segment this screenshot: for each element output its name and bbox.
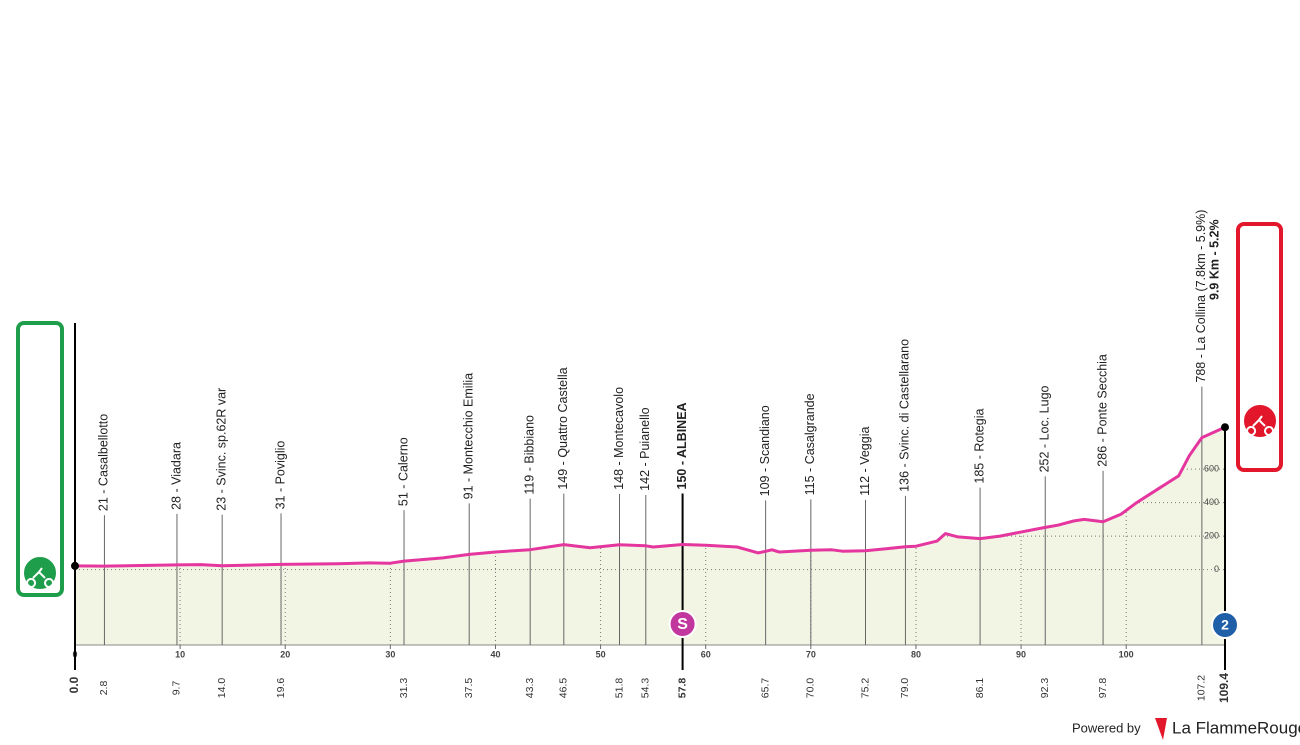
waypoint-label: 23 - Svinc. sp.62R var (214, 388, 228, 511)
waypoint-label: 252 - Loc. Lugo (1038, 385, 1052, 472)
x-tick-label: 40 (490, 649, 500, 659)
x-tick-label: 90 (1016, 649, 1026, 659)
start-point (71, 561, 79, 570)
x-tick-label: 60 (701, 649, 711, 659)
waypoint-km: 46.5 (558, 678, 570, 699)
powered-by: Powered by (1072, 720, 1141, 735)
sprint-marker (668, 610, 697, 638)
waypoint-km: 51.8 (613, 678, 625, 699)
waypoint-km: 43.3 (524, 678, 536, 699)
y-tick-label: 200 (1204, 530, 1219, 540)
waypoint-km: 92.3 (1039, 678, 1051, 699)
waypoint-km: 14.0 (216, 678, 228, 699)
waypoint-label: 28 - Viadara (169, 442, 183, 510)
y-tick-label: 600 (1204, 463, 1219, 473)
waypoint-label: 150 - ALBINEA (675, 402, 689, 489)
x-tick-label: 10 (175, 649, 185, 659)
waypoint-km: 75.2 (859, 678, 871, 699)
start-km: 0.0 (67, 676, 81, 693)
brand: La FlammeRouge (1172, 718, 1300, 737)
brand-logo (1155, 718, 1167, 740)
waypoint-label: 136 - Svinc. di Castellarano (898, 339, 912, 492)
waypoint-label: 91 - Montecchio Emilia (461, 373, 475, 499)
waypoint-km: 79.0 (899, 678, 911, 699)
waypoint-label: 149 - Quattro Castella (556, 367, 570, 489)
y-tick-label: 0 (1214, 564, 1219, 574)
waypoint-km: 107.2 (1196, 675, 1208, 701)
waypoint-label: 109 - Scandiano (758, 405, 772, 496)
waypoint-km: 37.5 (463, 678, 475, 699)
x-tick-label: 20 (280, 649, 290, 659)
finish-km: 109.4 (1217, 673, 1231, 703)
waypoint-label: 142 - Puianello (638, 407, 652, 490)
x-tick-label: 70 (806, 649, 816, 659)
kom-marker-label: 2 (1221, 617, 1229, 633)
waypoint-km: 57.8 (676, 678, 688, 699)
waypoint-label: 119 - Bibbiano (522, 415, 536, 495)
x-tick-label: 100 (1119, 649, 1134, 659)
waypoint-km: 86.1 (974, 678, 986, 699)
waypoint-km: 70.0 (805, 678, 817, 699)
waypoint-label: 286 - Ponte Secchia (1095, 354, 1109, 467)
waypoint-label: 788 - La Collina (7.8km - 5.9%) (1194, 210, 1208, 383)
bike-icon (26, 567, 55, 588)
finish-point (1221, 423, 1229, 432)
waypoint-label: 21 - Casalbellotto (97, 414, 111, 511)
bike-icon (1246, 415, 1275, 436)
waypoint-km: 65.7 (759, 678, 771, 699)
x-tick-label: 80 (911, 649, 921, 659)
x-tick-label: 50 (596, 649, 606, 659)
waypoint-label: 185 - Rotegia (972, 409, 986, 484)
waypoint-km: 9.7 (171, 681, 183, 696)
waypoint-km: 31.3 (398, 678, 410, 699)
x-tick-label: 30 (385, 649, 395, 659)
waypoint-label: 115 - Casalgrande (803, 393, 817, 495)
start-box (16, 321, 64, 597)
y-tick-label: 400 (1204, 497, 1219, 507)
profile-line (74, 425, 1226, 568)
waypoint-label: 51 - Calerno (396, 437, 410, 506)
kom-marker (1211, 611, 1239, 639)
waypoint-km: 97.8 (1097, 678, 1109, 699)
sprint-marker-label: S (677, 616, 688, 633)
waypoint-label: 112 - Veggia (858, 427, 872, 496)
finish-climb: 9.9 Km - 5.2% (1207, 219, 1221, 300)
waypoint-km: 2.8 (98, 681, 110, 696)
waypoint-label: 148 - Montecavolo (612, 387, 626, 490)
waypoint-km: 54.3 (640, 678, 652, 699)
waypoint-km: 19.6 (275, 678, 287, 699)
waypoint-label: 31 - Poviglio (273, 441, 287, 510)
